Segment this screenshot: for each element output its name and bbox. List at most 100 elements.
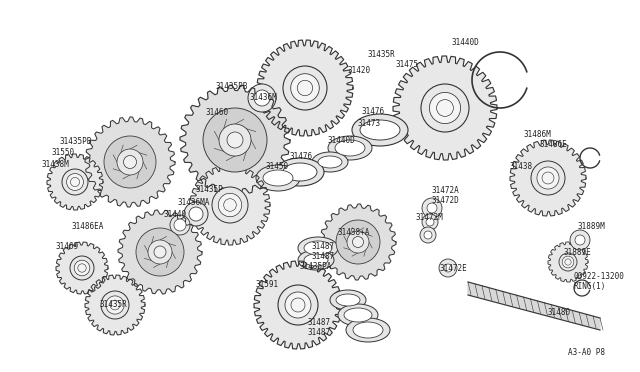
Text: 31550: 31550	[52, 148, 75, 157]
Circle shape	[421, 84, 469, 132]
Polygon shape	[548, 242, 588, 282]
Circle shape	[219, 124, 251, 156]
Text: 31438M: 31438M	[42, 160, 70, 169]
Ellipse shape	[360, 120, 400, 140]
Polygon shape	[118, 210, 202, 294]
Text: 31450: 31450	[265, 162, 288, 171]
Circle shape	[106, 296, 124, 314]
Circle shape	[174, 219, 186, 231]
Text: 31440: 31440	[163, 210, 186, 219]
Ellipse shape	[298, 237, 338, 259]
Text: 31435PA: 31435PA	[300, 262, 332, 271]
Circle shape	[124, 155, 136, 169]
Text: A3-A0 P8: A3-A0 P8	[568, 348, 605, 357]
Ellipse shape	[312, 152, 348, 172]
Polygon shape	[47, 154, 103, 210]
Ellipse shape	[353, 322, 383, 338]
Circle shape	[110, 300, 120, 310]
Polygon shape	[56, 242, 108, 294]
Circle shape	[136, 228, 184, 276]
Circle shape	[353, 237, 364, 247]
Ellipse shape	[276, 158, 324, 186]
Circle shape	[347, 231, 369, 253]
Ellipse shape	[256, 165, 300, 191]
Circle shape	[531, 161, 565, 195]
Ellipse shape	[352, 114, 408, 146]
Ellipse shape	[328, 136, 372, 160]
Circle shape	[570, 230, 590, 250]
Ellipse shape	[304, 254, 328, 266]
Text: 31476: 31476	[362, 107, 385, 116]
Circle shape	[562, 256, 574, 268]
Circle shape	[170, 215, 190, 235]
Polygon shape	[320, 204, 396, 280]
Text: 31472D: 31472D	[432, 196, 460, 205]
Circle shape	[537, 167, 559, 189]
Circle shape	[336, 220, 380, 264]
Circle shape	[542, 172, 554, 184]
Circle shape	[291, 74, 319, 102]
Circle shape	[148, 240, 172, 264]
Circle shape	[67, 174, 83, 190]
Text: 31472M: 31472M	[415, 213, 443, 222]
Text: 31487: 31487	[308, 328, 331, 337]
Polygon shape	[393, 56, 497, 160]
Circle shape	[278, 285, 318, 325]
Circle shape	[283, 66, 327, 110]
Text: 31486M: 31486M	[524, 130, 552, 139]
Text: 31440D: 31440D	[452, 38, 480, 47]
Ellipse shape	[336, 294, 360, 306]
Circle shape	[254, 90, 270, 106]
Circle shape	[436, 100, 453, 116]
Text: 31486EA: 31486EA	[72, 222, 104, 231]
Circle shape	[420, 227, 436, 243]
Circle shape	[427, 203, 437, 213]
Text: 31475: 31475	[395, 60, 418, 69]
Ellipse shape	[338, 304, 378, 326]
Circle shape	[70, 177, 79, 186]
Text: 31420: 31420	[348, 66, 371, 75]
Circle shape	[184, 202, 208, 226]
Text: 31487: 31487	[308, 318, 331, 327]
Text: 31472A: 31472A	[432, 186, 460, 195]
Text: 31438+A: 31438+A	[337, 228, 369, 237]
Ellipse shape	[344, 308, 372, 322]
Circle shape	[218, 193, 242, 217]
Circle shape	[189, 207, 203, 221]
Polygon shape	[180, 85, 290, 195]
Text: 31469: 31469	[55, 242, 78, 251]
Polygon shape	[85, 117, 175, 207]
Ellipse shape	[330, 290, 366, 310]
Text: 31889M: 31889M	[578, 222, 605, 231]
Circle shape	[101, 291, 129, 319]
Text: 31436M: 31436M	[250, 93, 278, 102]
Circle shape	[70, 256, 94, 280]
Polygon shape	[510, 140, 586, 216]
Circle shape	[285, 292, 311, 318]
Ellipse shape	[335, 140, 365, 156]
Circle shape	[117, 149, 143, 175]
Text: 31486E: 31486E	[540, 140, 568, 149]
Text: 31435PB: 31435PB	[60, 137, 92, 146]
Text: 31591: 31591	[256, 280, 279, 289]
Text: 31440D: 31440D	[327, 136, 355, 145]
Text: 31476: 31476	[290, 152, 313, 161]
Circle shape	[104, 136, 156, 188]
Polygon shape	[85, 275, 145, 335]
Ellipse shape	[346, 318, 390, 342]
Text: 31435R: 31435R	[100, 300, 128, 309]
Polygon shape	[468, 282, 600, 330]
Circle shape	[78, 264, 86, 272]
Text: 31889E: 31889E	[564, 248, 592, 257]
Circle shape	[291, 298, 305, 312]
Circle shape	[422, 214, 438, 230]
Circle shape	[559, 253, 577, 271]
Ellipse shape	[298, 250, 334, 270]
Text: 31480: 31480	[548, 308, 571, 317]
Circle shape	[424, 231, 432, 239]
Circle shape	[154, 246, 166, 258]
Circle shape	[565, 259, 571, 265]
Polygon shape	[190, 165, 270, 245]
Text: 31487: 31487	[312, 242, 335, 251]
Text: 31473: 31473	[358, 119, 381, 128]
